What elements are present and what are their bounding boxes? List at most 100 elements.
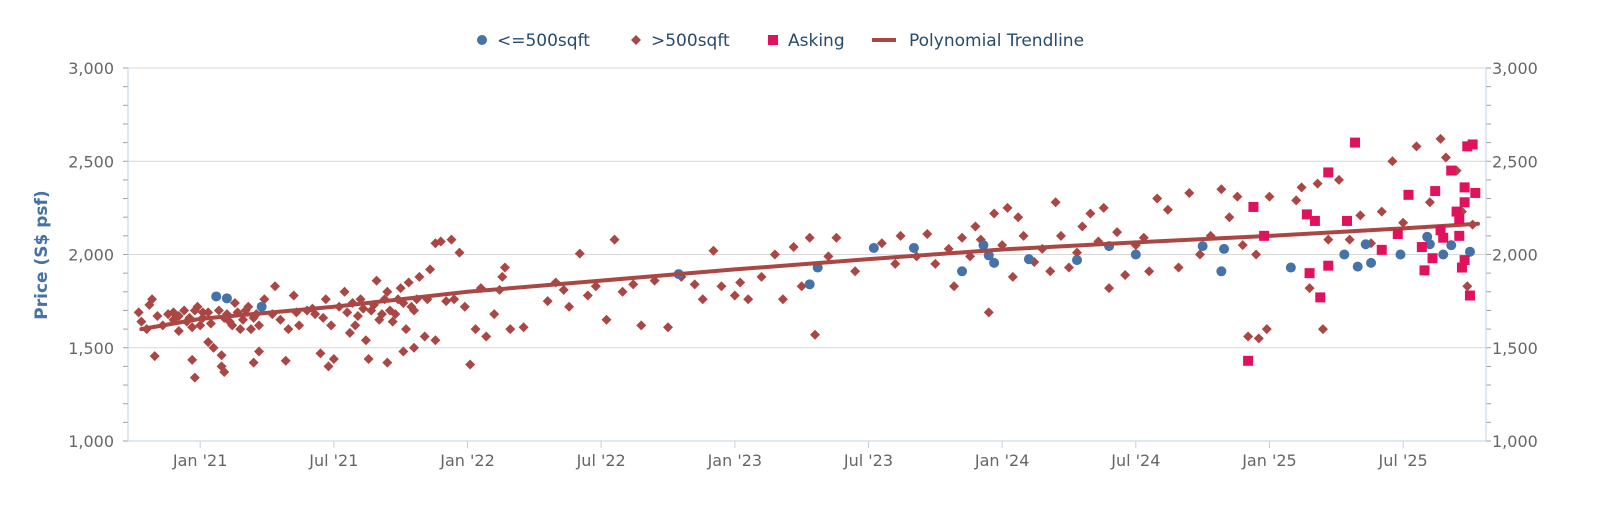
data-point-diamond: [1251, 249, 1262, 260]
data-point-diamond: [208, 342, 219, 353]
data-point-square: [1446, 165, 1457, 176]
data-point-square: [1462, 141, 1473, 152]
data-point-circle: [1197, 241, 1208, 252]
data-point-diamond: [1253, 333, 1264, 344]
data-point-diamond: [270, 281, 281, 292]
data-point-diamond: [810, 329, 821, 340]
data-point-square: [1430, 186, 1441, 197]
data-point-diamond: [574, 248, 585, 259]
data-point-diamond: [248, 357, 259, 368]
data-point-diamond: [318, 312, 329, 323]
data-point-circle: [211, 291, 222, 302]
data-point-square: [1243, 355, 1254, 366]
data-point-circle: [1366, 257, 1377, 268]
data-point-diamond: [205, 318, 216, 329]
data-point-diamond: [1398, 217, 1409, 228]
data-point-circle: [957, 266, 968, 277]
data-point-square: [1459, 255, 1470, 266]
data-point-diamond: [315, 348, 326, 359]
data-point-diamond: [470, 324, 481, 335]
data-point-diamond: [1184, 187, 1195, 198]
y-tick-label-left: 2,000: [68, 246, 114, 265]
y-tick-label-right: 3,000: [1492, 59, 1538, 78]
data-point-square: [1438, 232, 1449, 243]
data-point-diamond: [390, 309, 401, 320]
data-point-diamond: [227, 320, 238, 331]
data-point-diamond: [1045, 266, 1056, 277]
y-tick-label-left: 1,000: [68, 432, 114, 451]
data-point-diamond: [1007, 271, 1018, 282]
legend-symbol-square: [768, 35, 778, 45]
data-point-diamond: [890, 258, 901, 269]
data-point-square: [1456, 262, 1467, 273]
data-point-square: [1376, 244, 1387, 255]
data-point-square: [1248, 201, 1259, 212]
data-point-diamond: [489, 309, 500, 320]
data-point-square: [1435, 225, 1446, 236]
data-point-diamond: [371, 275, 382, 286]
data-point-diamond: [288, 290, 299, 301]
legend-item-label: Polynomial Trendline: [909, 31, 1084, 51]
data-point-diamond: [414, 271, 425, 282]
data-point-diamond: [363, 353, 374, 364]
data-point-diamond: [446, 234, 457, 245]
data-point-diamond: [430, 335, 441, 346]
data-point-diamond: [1120, 270, 1131, 281]
data-point-diamond: [425, 264, 436, 275]
data-point-circle: [1219, 243, 1230, 254]
legend: <=500sqft >500sqft Asking Polynomial Trendl…: [477, 31, 1084, 51]
data-point-diamond: [398, 346, 409, 357]
data-point-diamond: [382, 286, 393, 297]
data-point-circle: [1130, 249, 1141, 260]
data-point-diamond: [1411, 141, 1422, 152]
data-point-diamond: [435, 236, 446, 247]
data-point-diamond: [930, 258, 941, 269]
trendline: [139, 221, 1480, 332]
data-point-diamond: [582, 290, 593, 301]
y-tick-label-left: 2,500: [68, 152, 114, 171]
data-point-diamond: [505, 324, 516, 335]
data-point-diamond: [419, 331, 430, 342]
data-point-diamond: [197, 307, 208, 318]
data-point-square: [1470, 187, 1481, 198]
data-point-diamond: [235, 324, 246, 335]
data-point-diamond: [147, 294, 158, 305]
data-point-diamond: [1424, 197, 1435, 208]
data-point-diamond: [152, 311, 163, 322]
legend-item-label: >500sqft: [651, 31, 730, 51]
data-point-diamond: [449, 294, 460, 305]
data-point-circle: [1395, 249, 1406, 260]
data-point-diamond: [253, 320, 264, 331]
data-point-diamond: [1232, 191, 1243, 202]
y-tick-label-right: 2,500: [1492, 152, 1538, 171]
data-point-diamond: [187, 354, 198, 365]
data-point-diamond: [219, 366, 230, 377]
x-tick-label: Jan '22: [439, 451, 495, 470]
data-point-diamond: [1152, 193, 1163, 204]
data-point-diamond: [831, 232, 842, 243]
data-point-diamond: [213, 305, 224, 316]
y-tick-label-right: 1,000: [1492, 432, 1538, 451]
data-point-diamond: [387, 316, 398, 327]
data-point-diamond: [609, 234, 620, 245]
data-point-diamond: [628, 279, 639, 290]
axes: 1,000 1,000 1,500 1,500 2,000 2,000 2,500 2,500…: [68, 59, 1538, 470]
data-point-diamond: [173, 311, 184, 322]
x-tick-label: Jul '21: [308, 451, 358, 470]
data-point-diamond: [481, 331, 492, 342]
data-point-diamond: [1162, 204, 1173, 215]
data-point-diamond: [253, 346, 264, 357]
data-point-square: [1459, 182, 1470, 193]
data-point-diamond: [1312, 178, 1323, 189]
data-point-diamond: [294, 320, 305, 331]
data-point-diamond: [360, 335, 371, 346]
data-point-diamond: [245, 324, 256, 335]
data-point-diamond: [352, 311, 363, 322]
legend-item-label: <=500sqft: [497, 31, 590, 51]
data-point-square: [1416, 242, 1427, 253]
data-point-diamond: [441, 296, 452, 307]
data-point-diamond: [1462, 281, 1473, 292]
data-point-square: [1323, 167, 1334, 178]
data-point-diamond: [1071, 247, 1082, 258]
